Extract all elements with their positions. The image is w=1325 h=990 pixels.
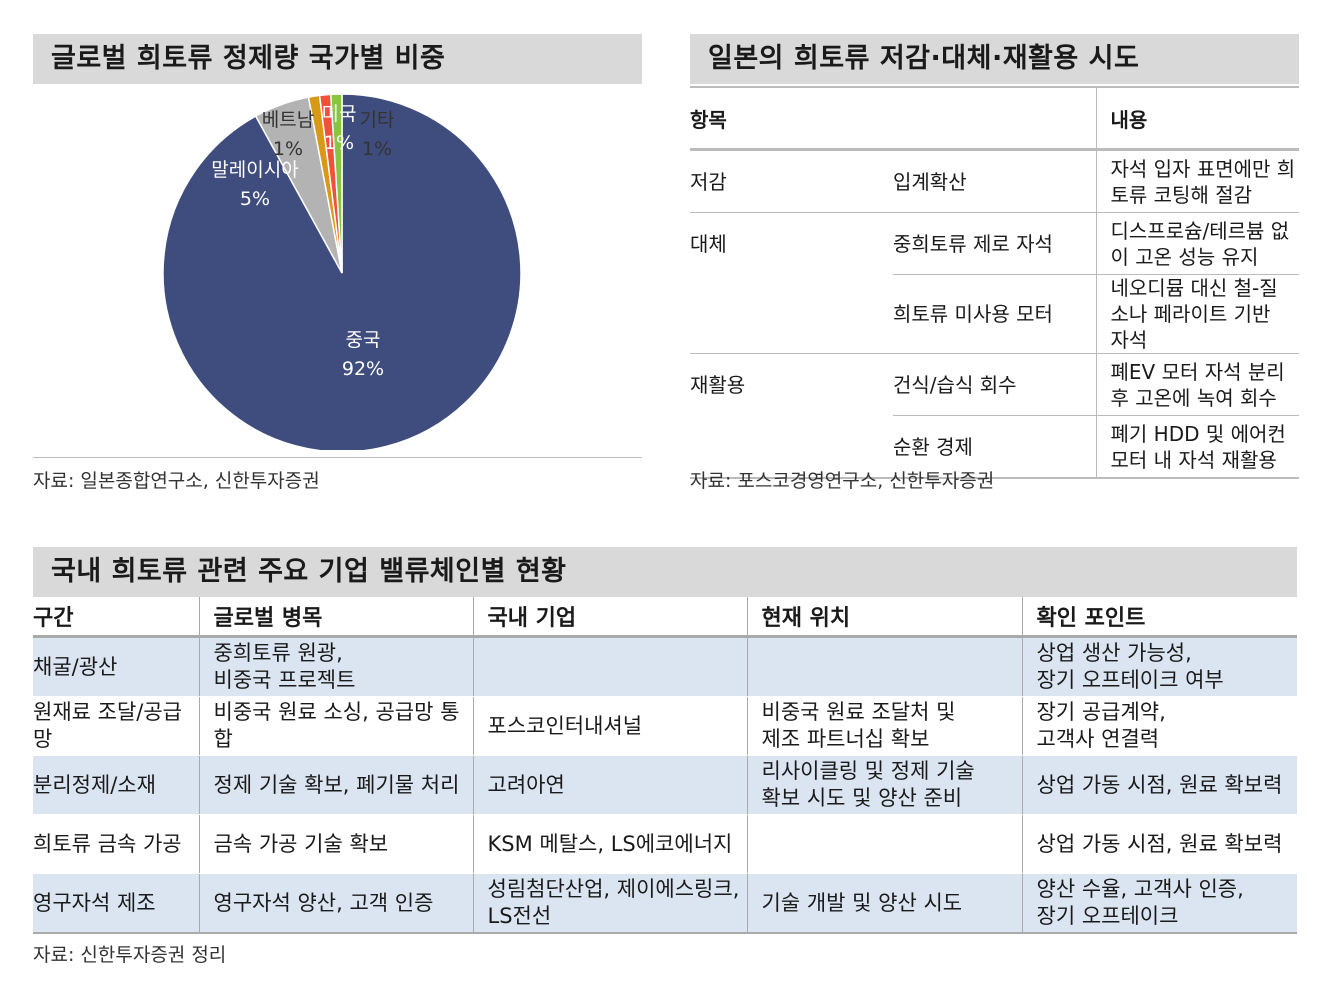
pie-slice-0	[162, 93, 522, 450]
table-row: 대체 중희토류 제로 자석 디스프로슘/테르븀 없이 고온 성능 유지	[690, 212, 1299, 275]
cell-checkpoints: 상업 가동 시점, 원료 확보력	[1022, 755, 1297, 815]
cell-checkpoints: 상업 생산 가능성, 장기 오프테이크 여부	[1022, 636, 1297, 697]
header-status: 현재 위치	[747, 597, 1023, 638]
header-content: 내용	[1095, 86, 1299, 151]
cell-stage: 분리정제/소재	[33, 755, 200, 815]
pie-label-2: 베트남	[262, 109, 314, 131]
row-item: 순환 경제	[893, 415, 1096, 479]
row-item: 희토류 미사용 모터	[893, 274, 1096, 354]
row-category: 대체	[690, 231, 727, 256]
cell-stage: 영구자석 제조	[33, 873, 200, 934]
pie-label-1: 말레이시아	[211, 159, 298, 181]
pie-value-label-0: 92%	[342, 358, 384, 380]
row-item: 중희토류 제로 자석	[893, 212, 1096, 275]
cell-status: 기술 개발 및 양산 시도	[747, 873, 1023, 934]
cell-companies: 성림첨단산업, 제이에스링크, LS전선	[473, 873, 748, 934]
cell-companies: KSM 메탈스, LS에코에너지	[473, 814, 748, 874]
value-chain-title: 국내 희토류 관련 주요 기업 밸류체인별 현황	[33, 547, 1297, 597]
table-row: 영구자석 제조 영구자석 양산, 고객 인증 성림첨단산업, 제이에스링크, LS전선…	[33, 873, 1297, 934]
pie-label-0: 중국	[346, 329, 381, 351]
row-content: 폐기 HDD 및 에어컨 모터 내 자석 재활용	[1095, 415, 1299, 479]
table-row: 순환 경제 폐기 HDD 및 에어컨 모터 내 자석 재활용	[690, 415, 1299, 479]
cell-checkpoints: 상업 가동 시점, 원료 확보력	[1022, 814, 1297, 874]
value-chain-source: 자료: 신한투자증권 정리	[33, 944, 227, 966]
row-content: 디스프로슘/테르븀 없이 고온 성능 유지	[1095, 212, 1299, 275]
table-row: 희토류 금속 가공 금속 가공 기술 확보 KSM 메탈스, LS에코에너지 상업 가…	[33, 814, 1297, 874]
cell-stage: 희토류 금속 가공	[33, 814, 200, 874]
row-category: 재활용	[690, 372, 746, 397]
pie-label-3: 미국	[322, 103, 357, 125]
pie-slice-4	[329, 93, 343, 274]
table-row: 분리정제/소재 정제 기술 확보, 폐기물 처리 고려아연 리사이클링 및 정제 기술…	[33, 755, 1297, 815]
cell-companies: 고려아연	[473, 755, 748, 815]
pie-value-label-1: 5%	[240, 188, 270, 210]
cell-checkpoints: 장기 공급계약, 고객사 연결력	[1022, 696, 1297, 756]
cell-bottleneck: 비중국 원료 소싱, 공급망 통합	[199, 696, 474, 756]
cell-companies: 포스코인터내셔널	[473, 696, 748, 756]
japan-source: 자료: 포스코경영연구소, 신한투자증권	[690, 470, 995, 492]
row-category	[690, 415, 893, 479]
row-content: 자석 입자 표면에만 희토류 코팅해 절감	[1095, 149, 1299, 213]
header-bottleneck: 글로벌 병목	[199, 597, 474, 638]
table-row: 재활용 건식/습식 회수 폐EV 모터 자석 분리 후 고온에 녹여 회수	[690, 353, 1299, 416]
row-content: 네오디뮴 대신 철-질소나 페라이트 기반 자석	[1095, 274, 1299, 354]
japan-measures-table: 항목 내용 저감 입계확산 자석 입자 표면에만 희토류 코팅해 절감 대체 중…	[690, 86, 1299, 479]
japan-panel-title: 일본의 희토류 저감·대체·재활용 시도	[690, 34, 1299, 84]
cell-checkpoints: 양산 수율, 고객사 인증, 장기 오프테이크	[1022, 873, 1297, 934]
cell-status: 비중국 원료 조달처 및 제조 파트너십 확보	[747, 696, 1023, 756]
cell-bottleneck: 정제 기술 확보, 폐기물 처리	[199, 755, 474, 815]
header-companies: 국내 기업	[473, 597, 748, 638]
cell-status	[747, 636, 1023, 697]
header-item: 항목	[690, 86, 1096, 151]
header-stage: 구간	[33, 597, 200, 638]
row-category: 저감	[690, 149, 893, 213]
pie-source: 자료: 일본종합연구소, 신한투자증권	[33, 470, 320, 492]
table-row: 희토류 미사용 모터 네오디뮴 대신 철-질소나 페라이트 기반 자석	[690, 274, 1299, 354]
cell-status: 리사이클링 및 정제 기술 확보 시도 및 양산 준비	[747, 755, 1023, 815]
pie-label-4: 기타	[360, 109, 395, 131]
table-row: 채굴/광산 중희토류 원광, 비중국 프로젝트 상업 생산 가능성, 장기 오프테이크 …	[33, 636, 1297, 697]
row-category	[690, 274, 893, 354]
pie-value-label-2: 1%	[273, 138, 303, 160]
cell-bottleneck: 금속 가공 기술 확보	[199, 814, 474, 874]
cell-bottleneck: 영구자석 양산, 고객 인증	[199, 873, 474, 934]
row-item: 입계확산	[893, 149, 1096, 213]
cell-stage: 채굴/광산	[33, 636, 200, 697]
pie-value-label-3: 1%	[324, 132, 354, 154]
cell-stage: 원재료 조달/공급망	[33, 696, 200, 756]
header-checkpoints: 확인 포인트	[1022, 597, 1297, 638]
table-row: 원재료 조달/공급망 비중국 원료 소싱, 공급망 통합 포스코인터내셔널 비중국 원…	[33, 696, 1297, 756]
table-row: 저감 입계확산 자석 입자 표면에만 희토류 코팅해 절감	[690, 149, 1299, 213]
pie-panel-title: 글로벌 희토류 정제량 국가별 비중	[33, 34, 642, 84]
pie-value-label-4: 1%	[362, 138, 392, 160]
cell-status	[747, 814, 1023, 874]
cell-companies	[473, 636, 748, 697]
cell-bottleneck: 중희토류 원광, 비중국 프로젝트	[199, 636, 474, 697]
row-content: 폐EV 모터 자석 분리 후 고온에 녹여 회수	[1095, 353, 1299, 416]
row-item: 건식/습식 회수	[893, 353, 1096, 416]
value-chain-table: 구간 글로벌 병목 국내 기업 현재 위치 확인 포인트 채굴/광산 중희토류 원…	[33, 597, 1297, 934]
